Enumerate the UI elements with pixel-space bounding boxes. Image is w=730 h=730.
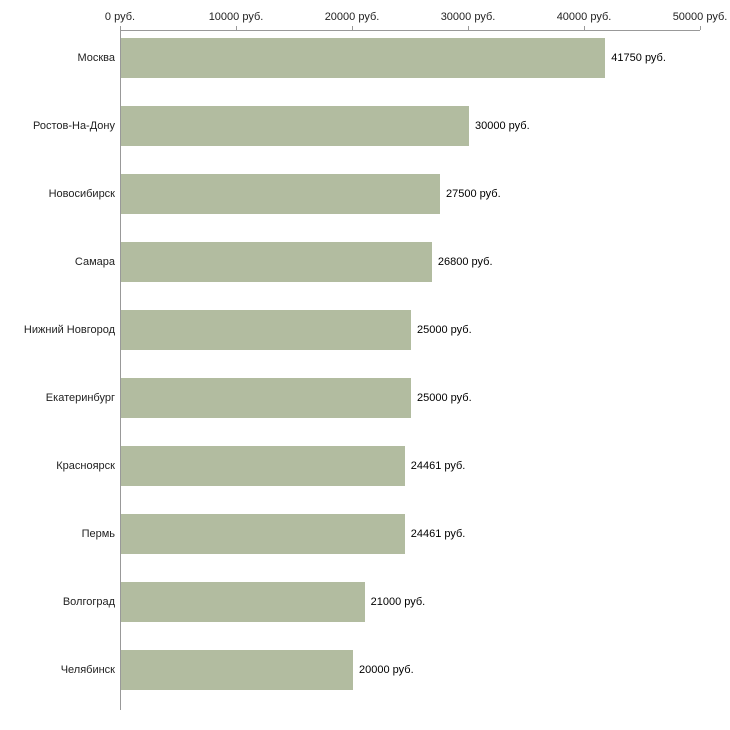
value-label: 24461 руб. [410,528,466,540]
bar [121,310,411,350]
bar [121,650,353,690]
x-tick-label: 30000 руб. [440,11,496,23]
value-label: 41750 руб. [611,52,666,64]
x-tick-label: 50000 руб. [672,11,728,23]
x-tick-label: 40000 руб. [556,11,612,23]
value-label: 24461 руб. [410,460,466,472]
bar [121,446,405,486]
x-axis-line [120,30,700,31]
x-axis-tick [700,26,701,30]
category-label: Пермь [81,528,115,540]
y-axis-line [120,30,121,710]
category-label: Нижний Новгород [23,324,115,336]
bar [121,514,405,554]
bar [121,106,469,146]
value-label: 30000 руб. [475,120,530,132]
bar [121,582,365,622]
bar [121,38,606,78]
value-label: 27500 руб. [446,188,501,200]
value-label: 20000 руб. [359,664,414,676]
bar [121,378,411,418]
category-label: Екатеринбург [45,392,115,404]
x-tick-label: 10000 руб. [208,11,264,23]
value-label: 25000 руб. [417,392,472,404]
x-axis-tick [352,26,353,30]
category-label: Новосибирск [48,188,115,200]
x-tick-label: 20000 руб. [324,11,380,23]
category-label: Волгоград [62,596,115,608]
category-label: Красноярск [56,460,115,472]
value-label: 21000 руб. [370,596,426,608]
x-axis-tick [584,26,585,30]
bar [121,242,432,282]
bar [121,174,440,214]
category-label: Челябинск [60,664,115,676]
category-label: Москва [77,52,115,64]
category-label: Ростов-На-Дону [32,120,115,132]
value-label: 26800 руб. [437,256,493,268]
x-axis-tick [236,26,237,30]
x-axis-tick [120,26,121,30]
value-label: 25000 руб. [417,324,472,336]
x-axis-tick [468,26,469,30]
category-label: Самара [74,256,115,268]
x-tick-label: 0 руб. [104,11,136,23]
